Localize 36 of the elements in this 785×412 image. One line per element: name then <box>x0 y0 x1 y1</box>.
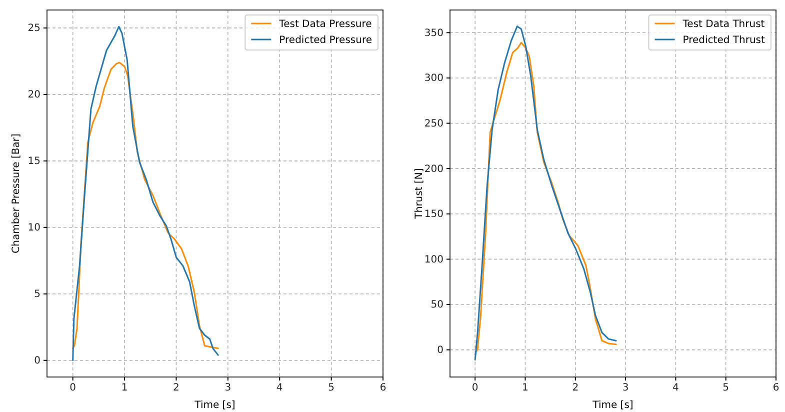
y-tick-label: 150 <box>424 209 444 220</box>
x-tick-label: 5 <box>722 382 730 394</box>
y-tick-label: 20 <box>28 90 40 101</box>
x-tick-label: 1 <box>121 382 128 394</box>
y-tick-label: 15 <box>28 156 40 168</box>
x-tick-label: 5 <box>328 382 334 394</box>
x-tick-label: 6 <box>772 382 780 394</box>
y-tick-label: 300 <box>424 73 444 84</box>
y-axis-title: Chamber Pressure [Bar] <box>11 134 22 254</box>
x-tick-label: 6 <box>380 382 386 394</box>
x-tick-label: 0 <box>70 382 76 394</box>
x-tick-label: 4 <box>276 382 283 394</box>
y-tick-label: 200 <box>424 164 444 175</box>
x-tick-label: 1 <box>522 382 528 394</box>
y-tick-label: 5 <box>34 289 40 300</box>
y-tick-label: 0 <box>34 356 40 367</box>
y-axis-title: Thrust [N] <box>414 168 425 220</box>
y-tick-label: 350 <box>424 28 444 39</box>
y-tick-label: 100 <box>424 254 444 266</box>
y-tick-label: 0 <box>437 345 444 356</box>
legend-label: Test Data Thrust <box>682 19 765 30</box>
x-tick-label: 3 <box>224 382 232 394</box>
legend-label: Predicted Thrust <box>682 35 765 46</box>
x-axis-title: Time [s] <box>194 400 236 411</box>
x-axis-title: Time [s] <box>592 400 634 411</box>
legend-label: Test Data Pressure <box>278 19 372 30</box>
x-tick-label: 2 <box>572 382 579 394</box>
y-tick-label: 25 <box>28 23 40 34</box>
legend-label: Predicted Pressure <box>279 35 372 46</box>
x-tick-label: 4 <box>672 382 679 394</box>
x-tick-label: 0 <box>472 382 478 394</box>
y-tick-label: 50 <box>430 300 444 311</box>
y-tick-label: 250 <box>424 118 444 130</box>
y-tick-label: 10 <box>28 222 40 234</box>
x-tick-label: 3 <box>622 382 629 394</box>
x-tick-label: 2 <box>173 382 180 394</box>
